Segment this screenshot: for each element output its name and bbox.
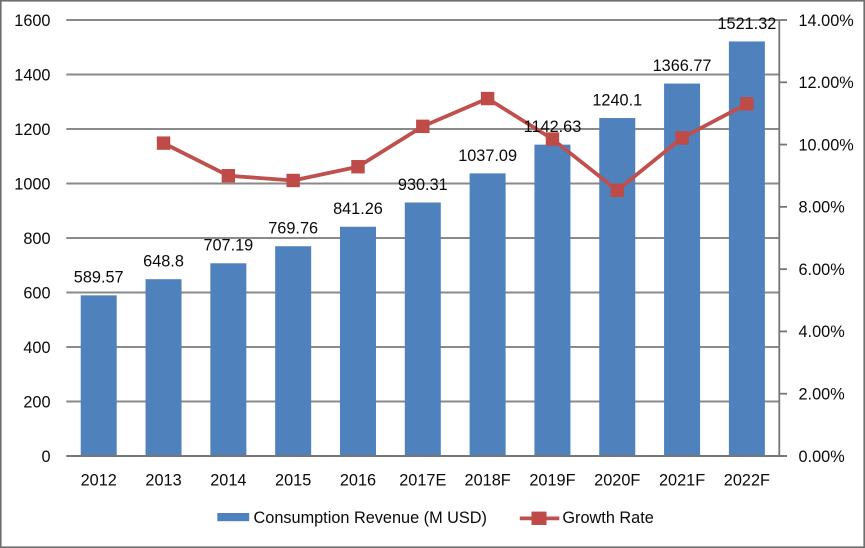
svg-text:14.00%: 14.00% (799, 12, 854, 30)
svg-text:Growth Rate: Growth Rate (562, 509, 653, 527)
svg-text:2020F: 2020F (594, 471, 640, 489)
svg-text:2014: 2014 (210, 471, 246, 489)
svg-text:8.00%: 8.00% (799, 199, 845, 217)
svg-text:589.57: 589.57 (74, 269, 124, 287)
svg-text:1037.09: 1037.09 (458, 147, 517, 165)
svg-text:0.00%: 0.00% (799, 448, 845, 466)
svg-text:2.00%: 2.00% (799, 386, 845, 404)
svg-text:1240.1: 1240.1 (592, 91, 642, 109)
svg-text:0: 0 (41, 448, 50, 466)
svg-text:1600: 1600 (14, 12, 50, 30)
svg-text:841.26: 841.26 (333, 200, 383, 218)
svg-text:769.76: 769.76 (268, 220, 318, 238)
svg-text:648.8: 648.8 (143, 253, 184, 271)
svg-text:600: 600 (23, 284, 50, 302)
svg-text:2018F: 2018F (465, 471, 511, 489)
svg-text:1366.77: 1366.77 (653, 57, 712, 75)
svg-text:1200: 1200 (14, 121, 50, 139)
svg-text:2022F: 2022F (724, 471, 770, 489)
svg-text:1000: 1000 (14, 175, 50, 193)
svg-text:1521.32: 1521.32 (717, 15, 776, 33)
svg-text:1400: 1400 (14, 66, 50, 84)
svg-text:2015: 2015 (275, 471, 311, 489)
svg-text:2019F: 2019F (529, 471, 575, 489)
svg-text:6.00%: 6.00% (799, 261, 845, 279)
svg-text:800: 800 (23, 230, 50, 248)
svg-text:1142.63: 1142.63 (524, 118, 582, 136)
svg-text:2016: 2016 (340, 471, 376, 489)
svg-text:12.00%: 12.00% (799, 74, 854, 92)
svg-text:2017E: 2017E (399, 471, 446, 489)
svg-text:10.00%: 10.00% (799, 136, 854, 154)
svg-text:Consumption Revenue (M USD): Consumption Revenue (M USD) (254, 509, 487, 527)
svg-text:4.00%: 4.00% (799, 323, 845, 341)
svg-text:930.31: 930.31 (398, 176, 448, 194)
svg-text:200: 200 (23, 393, 50, 411)
svg-text:2021F: 2021F (659, 471, 705, 489)
svg-text:400: 400 (23, 339, 50, 357)
svg-text:2013: 2013 (145, 471, 181, 489)
svg-text:707.19: 707.19 (203, 237, 253, 255)
svg-text:2012: 2012 (81, 471, 117, 489)
